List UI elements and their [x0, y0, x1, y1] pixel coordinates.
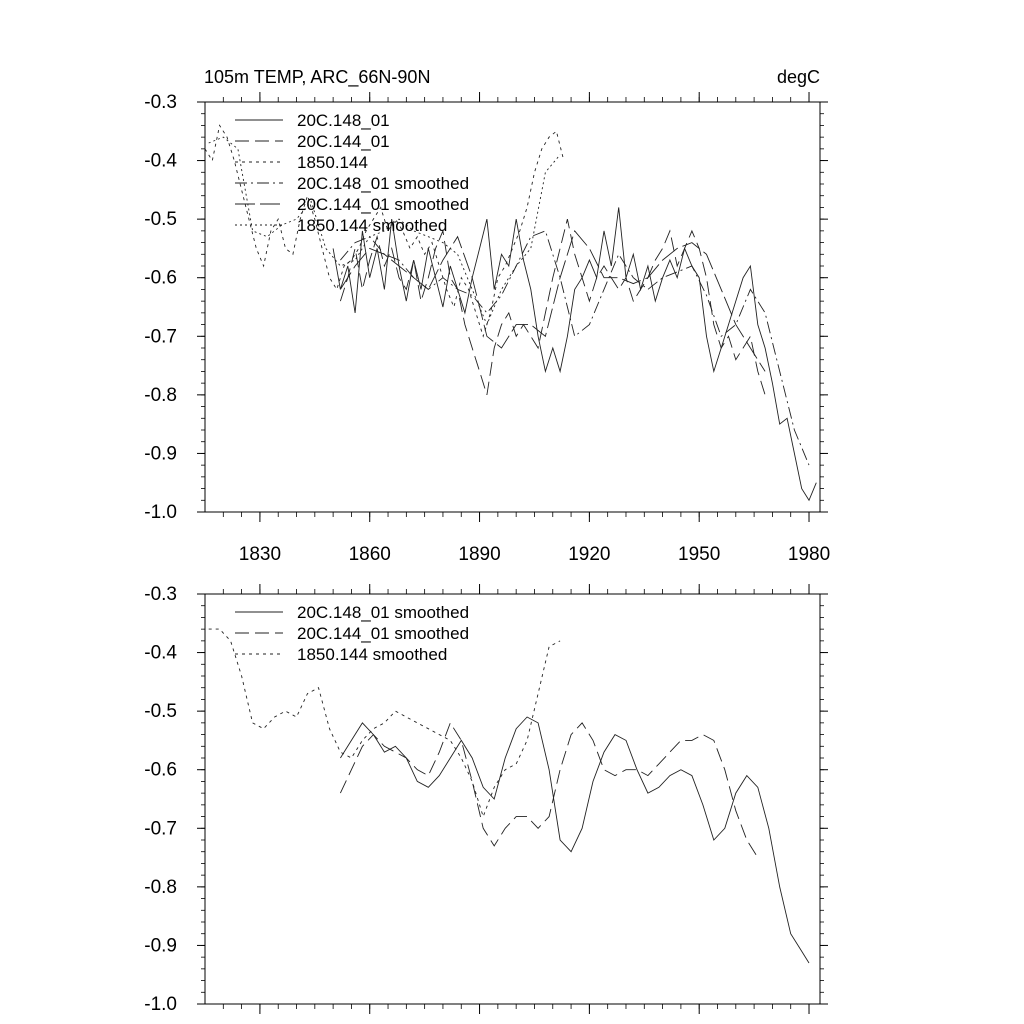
x-tick-label: 1980 — [788, 544, 830, 565]
y-tick-label: -0.7 — [144, 818, 177, 839]
top-plot-frame — [204, 101, 821, 513]
series-line-1 — [340, 716, 810, 964]
y-tick-label: -0.3 — [144, 92, 177, 113]
y-tick-label: -0.8 — [144, 385, 177, 406]
y-tick-label: -1.0 — [144, 502, 177, 523]
y-tick-label: -0.4 — [144, 643, 177, 664]
legend-entry: 1850.144 smoothed — [297, 216, 447, 235]
legend-entry: 20C.148_01 smoothed — [297, 174, 469, 193]
x-tick-label: 1920 — [568, 544, 610, 565]
legend-entry: 20C.144_01 smoothed — [297, 195, 469, 214]
series-line-3 — [208, 628, 561, 818]
series-line-2 — [339, 218, 766, 396]
legend-entry: 1850.144 smoothed — [297, 645, 447, 664]
series-line-1 — [332, 207, 817, 502]
y-tick-label: -0.9 — [144, 935, 177, 956]
legend-entry: 20C.148_01 smoothed — [297, 603, 469, 622]
y-tick-label: -0.3 — [144, 584, 177, 605]
top-legend: 20C.148_01 20C.144_01 1850.144 20C.148_01 s… — [235, 111, 469, 235]
y-tick-label: -0.6 — [144, 268, 177, 289]
y-tick-label: -0.5 — [144, 701, 177, 722]
y-tick-label: -0.8 — [144, 877, 177, 898]
legend-entry: 20C.144_01 — [297, 132, 390, 151]
top-title: 105m TEMP, ARC_66N-90N — [204, 67, 430, 88]
y-tick-label: -0.4 — [144, 151, 177, 172]
y-tick-label: -0.6 — [144, 760, 177, 781]
x-tick-label: 1890 — [458, 544, 500, 565]
series-line-3 — [204, 124, 565, 338]
top-series-lines — [204, 124, 817, 502]
bottom-series-lines — [208, 628, 810, 964]
series-line-2 — [339, 721, 759, 858]
x-tick-label: 1830 — [239, 544, 281, 565]
series-line-4 — [340, 230, 810, 466]
top-units: degC — [777, 67, 820, 87]
legend-entry: 20C.148_01 — [297, 111, 390, 130]
x-tick-label: 1860 — [349, 544, 391, 565]
legend-entry: 20C.144_01 smoothed — [297, 624, 469, 643]
x-tick-label: 1950 — [678, 544, 720, 565]
bottom-panel: -0.3 -0.4 -0.5 -0.6 -0.7 -0.8 -0.9 -1.0 20C.148… — [144, 584, 828, 1015]
y-tick-label: -0.5 — [144, 209, 177, 230]
bottom-ticks: -0.3 -0.4 -0.5 -0.6 -0.7 -0.8 -0.9 -1.0 — [144, 584, 828, 1015]
bottom-legend: 20C.148_01 smoothed 20C.144_01 smoothed 18… — [235, 603, 469, 664]
top-panel: 105m TEMP, ARC_66N-90N degC -0.3 -0.4 -0.5… — [144, 67, 830, 565]
y-tick-label: -0.9 — [144, 443, 177, 464]
y-tick-label: -0.7 — [144, 326, 177, 347]
bottom-plot-frame — [204, 593, 821, 1005]
y-tick-label: -1.0 — [144, 994, 177, 1015]
series-line-5 — [340, 229, 766, 372]
legend-entry: 1850.144 — [297, 153, 368, 172]
top-ticks: -0.3 -0.4 -0.5 -0.6 -0.7 -0.8 -0.9 -1.0 1830 1860… — [144, 92, 830, 565]
